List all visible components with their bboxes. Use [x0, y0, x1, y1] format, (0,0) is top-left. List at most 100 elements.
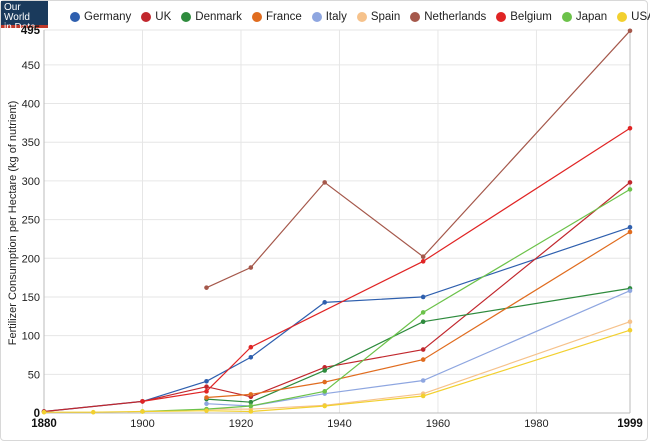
legend-label: France	[265, 11, 302, 23]
x-tick-label: 1900	[130, 418, 154, 430]
data-point-italy[interactable]	[627, 288, 633, 294]
data-point-netherlands[interactable]	[204, 285, 209, 290]
data-point-belgium[interactable]	[204, 389, 209, 394]
series-usa	[41, 327, 633, 415]
data-point-belgium[interactable]	[627, 125, 633, 131]
axes	[43, 30, 631, 414]
series-netherlands	[204, 28, 633, 290]
legend-item-spain[interactable]: Spain	[356, 11, 401, 23]
legend-swatch	[70, 12, 80, 22]
data-point-japan[interactable]	[248, 403, 254, 409]
legend-swatch	[561, 12, 572, 22]
data-point-denmark[interactable]	[248, 399, 254, 405]
series-layer	[41, 28, 633, 415]
series-line-denmark[interactable]	[206, 287, 631, 403]
x-tick-label: 1880	[31, 418, 57, 430]
legend-label: Denmark	[195, 11, 242, 23]
legend-swatch	[410, 12, 421, 22]
series-line-france[interactable]	[206, 231, 631, 399]
data-point-spain[interactable]	[627, 319, 633, 324]
data-point-germany[interactable]	[248, 354, 254, 360]
data-point-usa[interactable]	[41, 409, 47, 415]
y-tick-label: 400	[22, 99, 40, 111]
legend-item-netherlands[interactable]: Netherlands	[410, 11, 486, 23]
data-point-france[interactable]	[204, 395, 209, 400]
legend-swatch	[617, 12, 628, 22]
legend-item-germany[interactable]: Germany	[70, 11, 131, 23]
data-point-italy[interactable]	[204, 401, 209, 407]
legend-swatch	[356, 12, 367, 22]
y-tick-label: 150	[22, 292, 40, 304]
legend-item-belgium[interactable]: Belgium	[496, 11, 552, 23]
data-point-germany[interactable]	[322, 300, 327, 305]
x-tick-label: 1960	[426, 418, 450, 430]
legend-label: Belgium	[510, 11, 552, 23]
series-line-japan[interactable]	[142, 188, 631, 413]
data-point-denmark[interactable]	[322, 368, 327, 373]
logo-line-2: in Data	[4, 22, 36, 33]
y-tick-label: 100	[22, 331, 40, 343]
legend-swatch	[181, 12, 192, 22]
data-point-usa[interactable]	[204, 408, 209, 413]
data-point-uk[interactable]	[627, 180, 633, 185]
legend-item-usa[interactable]: USA	[617, 11, 650, 23]
legend-item-italy[interactable]: Italy	[311, 11, 347, 23]
data-point-france[interactable]	[248, 392, 254, 397]
data-point-usa[interactable]	[627, 327, 633, 333]
data-point-france[interactable]	[627, 229, 633, 235]
x-tick-label: 1980	[524, 418, 548, 430]
legend-label: Japan	[575, 11, 608, 23]
data-point-japan[interactable]	[627, 187, 633, 192]
data-point-italy[interactable]	[420, 378, 426, 383]
legend-item-denmark[interactable]: Denmark	[181, 11, 242, 23]
data-point-france[interactable]	[420, 357, 426, 362]
data-point-belgium[interactable]	[420, 259, 426, 264]
y-tick-label: 350	[22, 137, 40, 149]
legend-label: Italy	[325, 11, 347, 23]
legend-swatch	[251, 12, 262, 22]
chart-legend: Germany UK Denmark France Italy Spain Netherla…	[70, 9, 650, 25]
legend-label: Spain	[370, 11, 401, 23]
data-point-denmark[interactable]	[420, 319, 426, 324]
data-point-germany[interactable]	[420, 294, 426, 300]
data-point-netherlands[interactable]	[248, 265, 254, 270]
series-france	[204, 229, 633, 400]
data-point-netherlands[interactable]	[322, 180, 327, 185]
logo-line-1: Our World	[4, 2, 30, 23]
data-point-netherlands[interactable]	[420, 254, 426, 260]
legend-label: UK	[155, 11, 172, 23]
legend-item-japan[interactable]: Japan	[561, 11, 608, 23]
series-line-belgium[interactable]	[142, 127, 631, 402]
legend-swatch	[311, 12, 322, 22]
x-tick-label: 1940	[327, 418, 351, 430]
series-belgium	[140, 125, 633, 404]
legend-swatch	[496, 12, 507, 22]
data-point-france[interactable]	[322, 379, 327, 385]
data-point-usa[interactable]	[248, 409, 254, 414]
series-line-usa[interactable]	[44, 329, 631, 413]
data-point-japan[interactable]	[322, 389, 327, 394]
data-point-netherlands[interactable]	[627, 28, 633, 34]
data-point-uk[interactable]	[420, 347, 426, 352]
y-tick-label: 450	[22, 60, 40, 72]
legend-label: Netherlands	[424, 11, 487, 23]
data-point-belgium[interactable]	[248, 344, 254, 350]
data-point-usa[interactable]	[322, 403, 327, 409]
data-point-usa[interactable]	[90, 409, 96, 415]
data-point-japan[interactable]	[420, 310, 426, 315]
series-line-germany[interactable]	[43, 226, 631, 413]
data-point-germany[interactable]	[627, 225, 633, 230]
data-point-uk[interactable]	[204, 384, 209, 389]
y-tick-label: 300	[22, 176, 40, 188]
data-point-belgium[interactable]	[140, 399, 145, 404]
our-world-in-data-logo[interactable]: Our World in Data	[1, 1, 48, 33]
y-axis-title: Fertilizer Consumption per Hectare (kg o…	[7, 101, 19, 346]
series-denmark	[204, 286, 633, 405]
legend-item-uk[interactable]: UK	[141, 11, 171, 23]
data-point-usa[interactable]	[140, 409, 145, 414]
data-point-usa[interactable]	[420, 393, 426, 399]
legend-item-france[interactable]: France	[251, 11, 302, 23]
data-point-germany[interactable]	[204, 378, 209, 384]
